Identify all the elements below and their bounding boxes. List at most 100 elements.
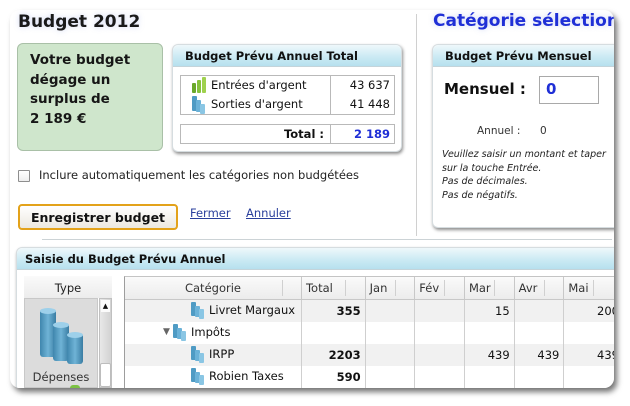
category-bars-icon — [191, 301, 205, 322]
total-cell: 590 — [301, 365, 366, 388]
category-cell[interactable]: Robien Taxes — [125, 365, 302, 388]
help-line: Pas de négatifs. — [442, 189, 518, 201]
column-resize-handle[interactable] — [493, 280, 495, 296]
scroll-up-arrow-icon[interactable]: ▲ — [101, 300, 110, 312]
page-title: Budget 2012 — [18, 12, 141, 32]
monthly-label: Mensuel : — [444, 80, 526, 98]
month-cell-mar[interactable]: 15 — [464, 299, 515, 322]
column-header-total[interactable]: Total — [301, 277, 366, 300]
category-label: Robien Taxes — [209, 368, 284, 383]
category-cell[interactable]: ▼ Impôts — [125, 321, 302, 344]
column-resize-handle[interactable] — [282, 280, 283, 296]
save-budget-button[interactable]: Enregistrer budget — [18, 204, 178, 230]
surplus-summary: Votre budget dégage un surplus de 2 189 … — [17, 43, 163, 151]
include-unbudgeted-label[interactable]: Inclure automatiquement les catégories n… — [39, 168, 359, 182]
column-divider — [330, 125, 331, 143]
surplus-line: surplus de — [30, 91, 110, 107]
category-label: Livret Margaux — [209, 302, 296, 317]
type-selector: Type Dépenses — [24, 276, 112, 388]
column-label: Jan — [369, 280, 388, 295]
surplus-line: dégage un — [30, 71, 111, 88]
month-cell-jan[interactable] — [365, 299, 416, 322]
annual-total-row: Total : 2 189 — [180, 124, 395, 144]
month-cell-apr[interactable] — [514, 299, 565, 322]
close-link[interactable]: Fermer — [190, 206, 231, 220]
column-resize-handle[interactable] — [344, 280, 346, 296]
month-cell-feb[interactable] — [414, 321, 465, 344]
expense-bars-icon — [191, 96, 207, 117]
annual-total-title: Budget Prévu Annuel Total — [173, 45, 401, 67]
column-header-jan[interactable]: Jan — [365, 277, 416, 300]
category-bars-icon — [191, 345, 205, 366]
budget-grid: Catégorie Total Jan Fév Mar Avr Mai — [124, 276, 614, 388]
column-resize-handle[interactable] — [543, 280, 545, 296]
total-cell: 2203 — [301, 343, 366, 366]
type-item-label: Dépenses — [32, 370, 90, 384]
cancel-link[interactable]: Annuler — [246, 206, 291, 220]
column-label: Mar — [468, 280, 491, 295]
column-header-apr[interactable]: Avr — [514, 277, 565, 300]
scroll-thumb[interactable] — [100, 363, 111, 387]
expand-triangle-icon[interactable]: ▼ — [163, 326, 170, 337]
category-bars-icon — [191, 367, 205, 388]
column-resize-handle[interactable] — [593, 280, 595, 296]
annual-value: 0 — [540, 125, 547, 137]
month-cell-feb[interactable] — [414, 343, 465, 366]
column-label: Total — [305, 280, 333, 295]
vertical-divider — [416, 14, 417, 236]
budget-window: Budget 2012 Catégorie sélection Votre bu… — [10, 10, 614, 388]
total-cell: 355 — [301, 299, 366, 322]
income-value: 43 637 — [349, 78, 390, 92]
month-cell-jan[interactable] — [365, 321, 416, 344]
help-line: Pas de décimales. — [442, 176, 528, 187]
column-label: Avr — [518, 280, 538, 295]
type-column-header: Type — [24, 276, 112, 298]
column-resize-handle[interactable] — [444, 280, 446, 296]
include-unbudgeted-checkbox[interactable] — [18, 170, 30, 182]
month-cell-mar[interactable] — [464, 365, 515, 388]
month-cell-may[interactable]: 439 — [563, 343, 614, 366]
income-label: Entrées d'argent — [211, 78, 307, 92]
monthly-amount-input[interactable]: 0 — [539, 76, 599, 104]
category-cell[interactable]: IRPP — [125, 343, 302, 366]
category-cell[interactable]: Livret Margaux — [125, 299, 302, 322]
type-item-expenses[interactable]: Dépenses — [24, 298, 98, 388]
help-line: Veuillez saisir un montant et taper — [442, 149, 606, 160]
table-row[interactable]: Robien Taxes 590 — [125, 365, 614, 388]
month-cell-mar[interactable]: 439 — [464, 343, 515, 366]
annual-label: Annuel : — [477, 125, 521, 137]
month-cell-mar[interactable] — [464, 321, 515, 344]
type-scrollbar[interactable]: ▲ — [99, 298, 112, 388]
monthly-panel-title: Budget Prévu Mensuel — [433, 45, 614, 67]
income-bars-icon — [191, 77, 207, 97]
annual-entry-title: Saisie du Budget Prévu Annuel — [17, 248, 614, 270]
month-cell-apr[interactable]: 439 — [514, 343, 565, 366]
month-cell-apr[interactable] — [514, 321, 565, 344]
monthly-help-text: Veuillez saisir un montant et taper sur … — [442, 148, 614, 202]
column-label: Mai — [568, 280, 589, 295]
column-header-category[interactable]: Catégorie — [125, 277, 302, 300]
category-label: Impôts — [191, 324, 231, 339]
month-cell-jan[interactable] — [365, 365, 416, 388]
month-cell-jan[interactable] — [365, 343, 416, 366]
table-row[interactable]: Livret Margaux 355 15 200 — [125, 299, 614, 322]
grid-header-row: Catégorie Total Jan Fév Mar Avr Mai — [125, 277, 614, 300]
month-cell-feb[interactable] — [414, 365, 465, 388]
column-header-may[interactable]: Mai — [563, 277, 614, 300]
income-row: Entrées d'argent 43 637 — [181, 76, 394, 95]
horizontal-divider — [42, 239, 612, 240]
column-header-feb[interactable]: Fév — [414, 277, 465, 300]
month-cell-may[interactable] — [563, 365, 614, 388]
expense-row: Sorties d'argent 41 448 — [181, 95, 394, 114]
column-resize-handle[interactable] — [394, 280, 396, 296]
column-header-mar[interactable]: Mar — [464, 277, 515, 300]
month-cell-may[interactable] — [563, 321, 614, 344]
month-cell-feb[interactable] — [414, 299, 465, 322]
column-label: Catégorie — [184, 280, 241, 295]
help-line: sur la touche Entrée. — [442, 162, 542, 174]
month-cell-may[interactable]: 200 — [563, 299, 614, 322]
table-row[interactable]: IRPP 2203 439 439 439 — [125, 343, 614, 366]
month-cell-apr[interactable] — [514, 365, 565, 388]
table-row[interactable]: ▼ Impôts — [125, 321, 614, 344]
total-value: 2 189 — [353, 127, 390, 141]
